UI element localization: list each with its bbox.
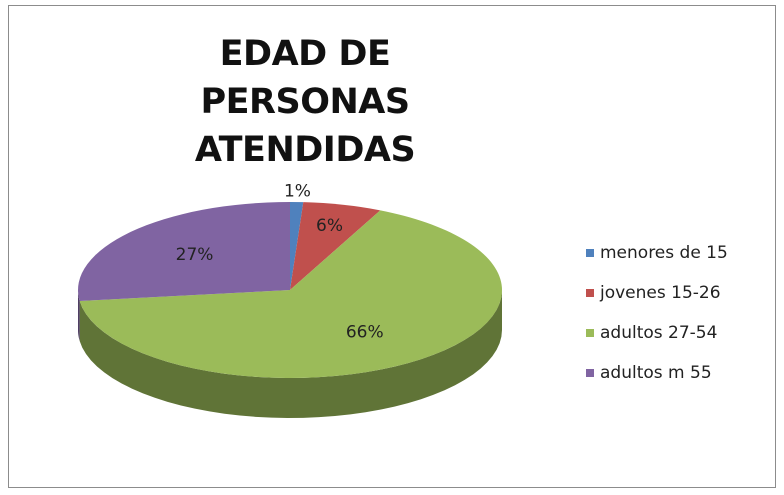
- legend-label: adultos m 55: [600, 363, 712, 383]
- legend-label: jovenes 15-26: [599, 283, 721, 303]
- legend-swatch: [586, 289, 594, 297]
- slice-side: [78, 290, 80, 342]
- data-label: 66%: [346, 323, 384, 343]
- legend-swatch: [586, 249, 594, 257]
- legend-label: adultos 27-54: [600, 323, 717, 343]
- slice: [77, 202, 290, 302]
- data-label: 27%: [176, 245, 214, 265]
- slice-side: [79, 290, 502, 418]
- slice: [290, 202, 381, 290]
- data-label: 6%: [316, 216, 343, 236]
- legend-label: menores de 15: [600, 243, 728, 263]
- slice: [79, 210, 502, 378]
- data-label: 1%: [284, 181, 311, 201]
- chart-title: EDAD DE PERSONAS ATENDIDAS: [194, 34, 416, 170]
- chart-frame: [8, 5, 776, 488]
- legend-swatch: [586, 329, 594, 337]
- slice: [290, 202, 304, 290]
- legend-swatch: [586, 369, 594, 377]
